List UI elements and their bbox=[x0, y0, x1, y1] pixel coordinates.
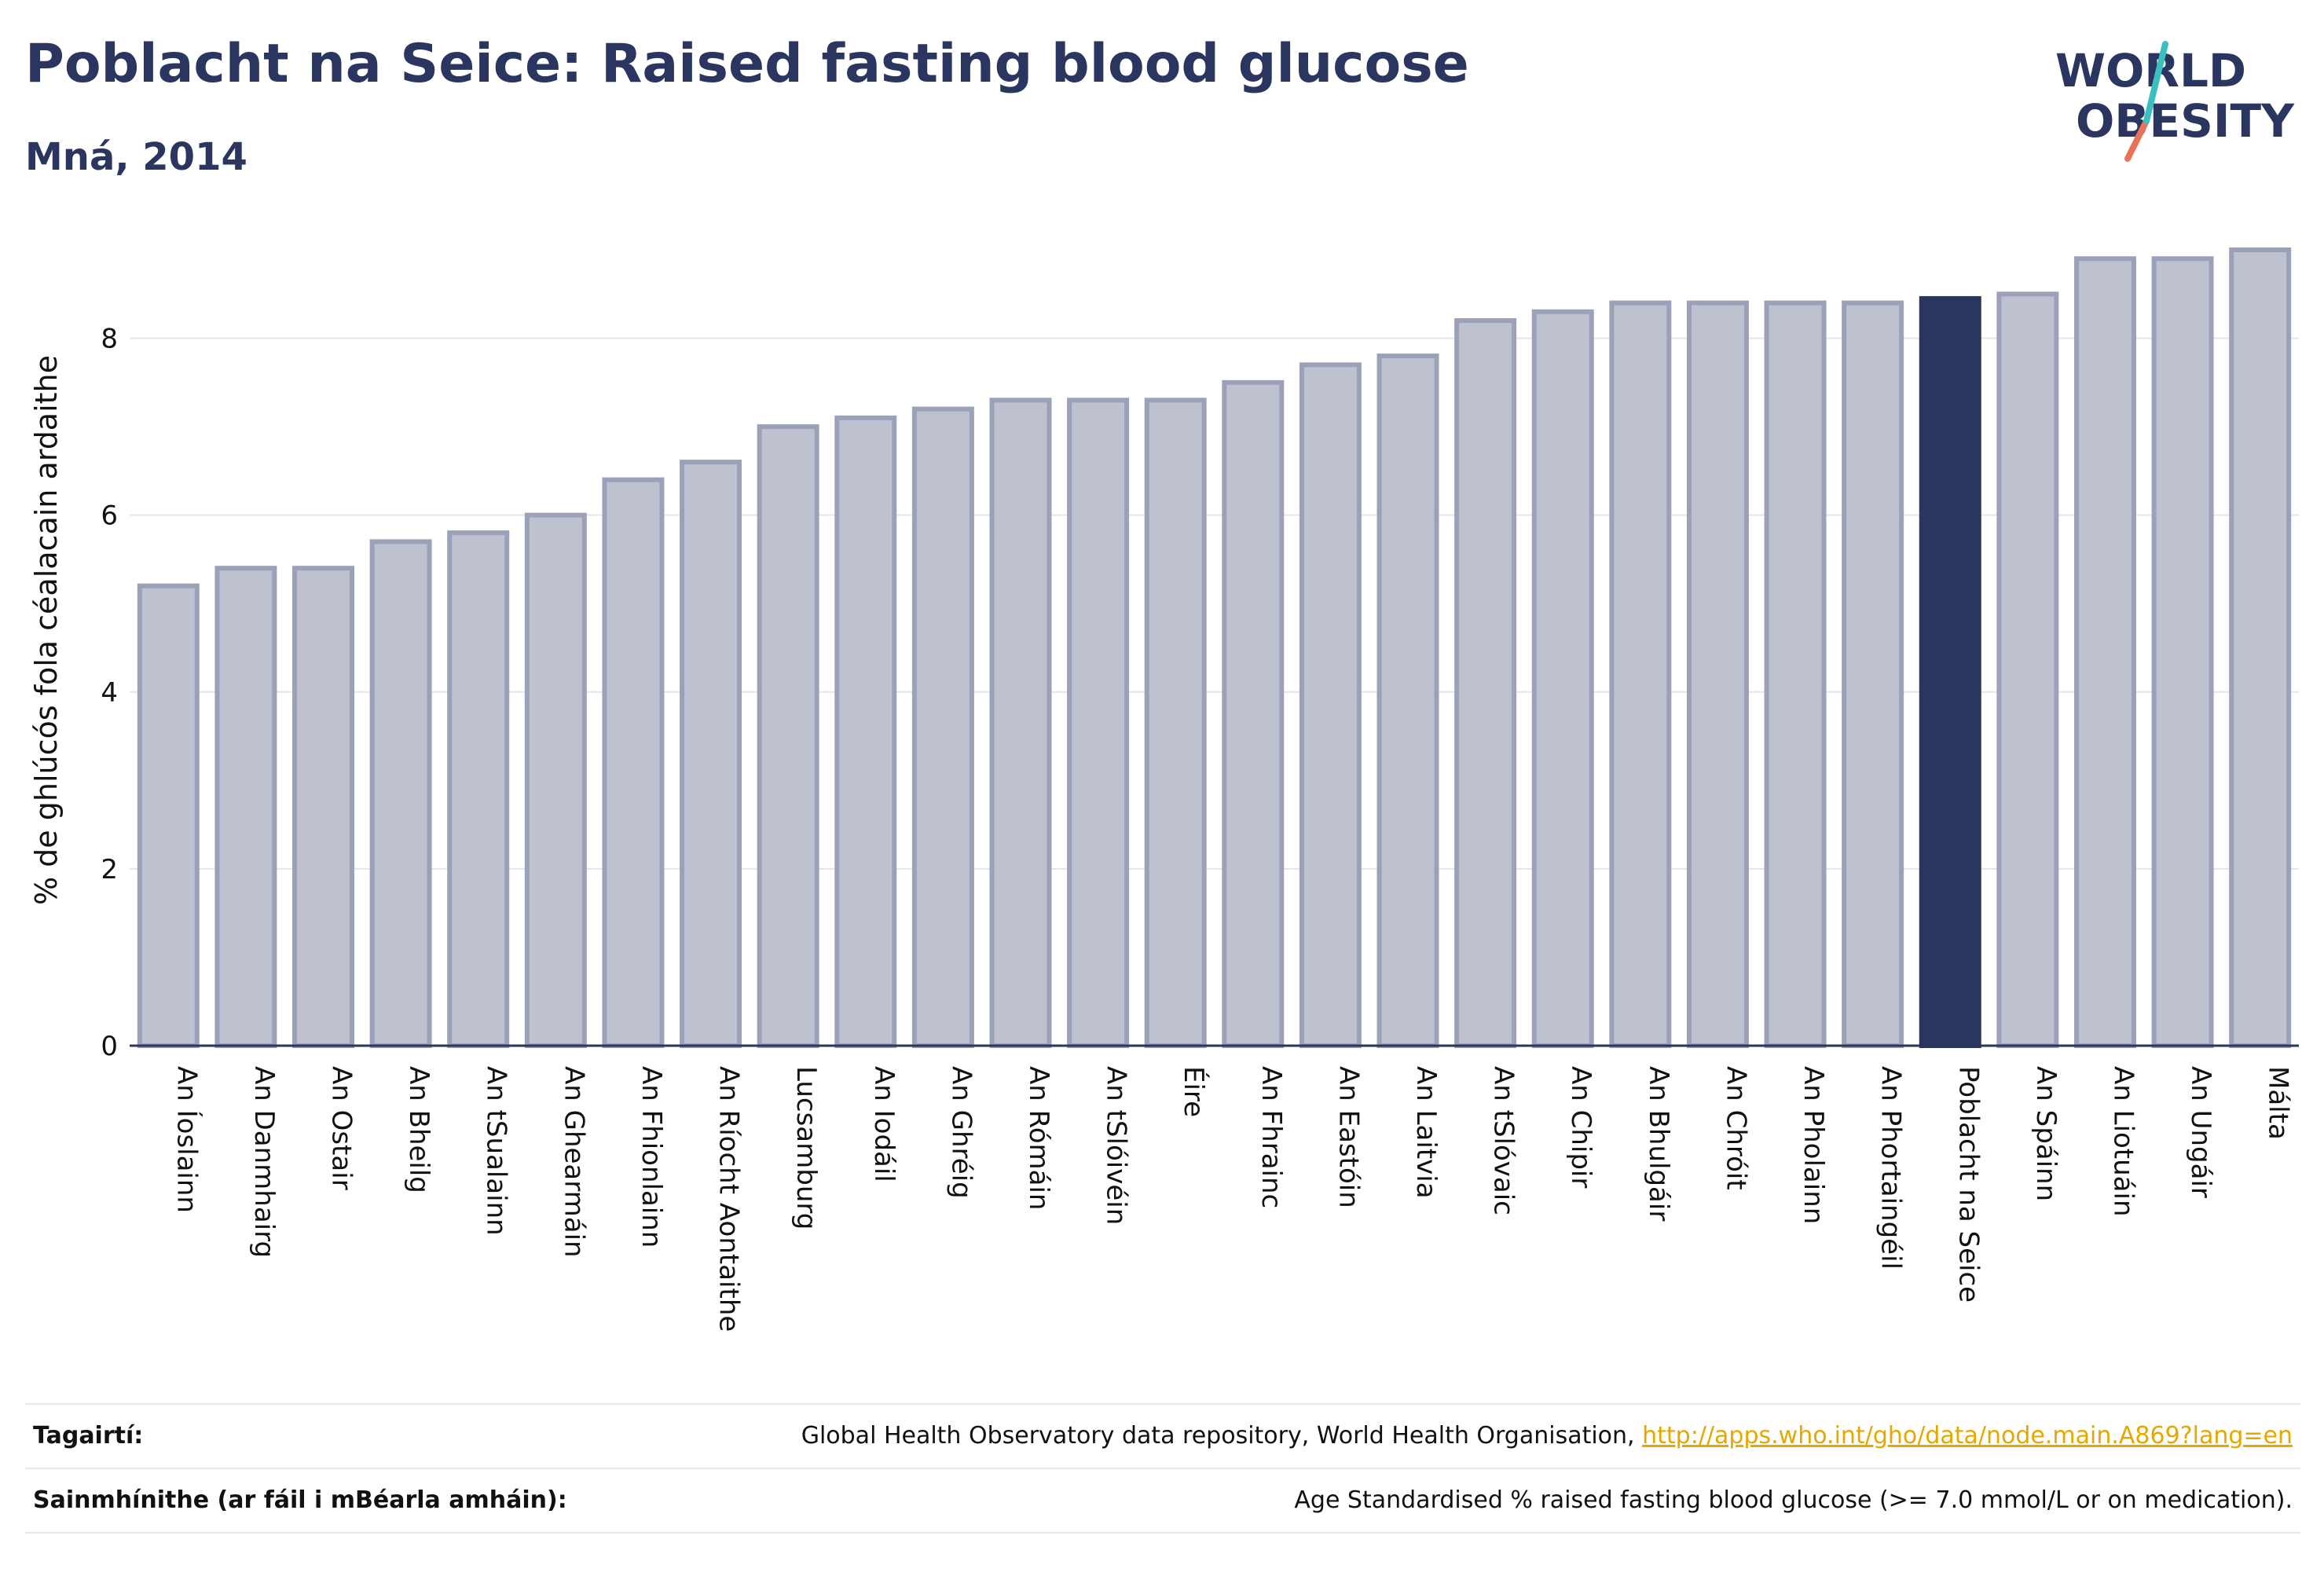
sources-label: Tagairtí: bbox=[33, 1422, 144, 1450]
bar bbox=[369, 539, 432, 1048]
x-tick-label: An Bhulgáir bbox=[1643, 1066, 1674, 1221]
bar bbox=[1764, 300, 1827, 1048]
x-tick-label: An Fhionlainn bbox=[636, 1066, 667, 1248]
x-tick-label: An Chipir bbox=[1565, 1066, 1596, 1188]
bar bbox=[447, 530, 510, 1048]
bar bbox=[1686, 300, 1749, 1048]
bar bbox=[214, 566, 277, 1048]
bar bbox=[524, 512, 587, 1048]
definitions-row: Sainmhínithe (ar fáil i mBéarla amháin):… bbox=[25, 1468, 2300, 1534]
bar-highlight bbox=[1919, 295, 1981, 1048]
x-tick-label: Lucsamburg bbox=[790, 1066, 822, 1230]
y-tick-label: 2 bbox=[101, 854, 118, 885]
sources-link[interactable]: http://apps.who.int/gho/data/node.main.A… bbox=[1642, 1422, 2293, 1450]
bar-chart: 0 2 4 6 8 An Íoslainn An Danmhairg An Ostair An … bbox=[29, 247, 2299, 1332]
x-tick-label: Éire bbox=[1178, 1066, 1210, 1117]
x-tick-label: An Ghearmáin bbox=[558, 1066, 589, 1258]
y-tick-label: 8 bbox=[101, 324, 118, 355]
x-tick-label: An Chróit bbox=[1720, 1066, 1751, 1190]
bar bbox=[1299, 362, 1362, 1049]
x-tick-label: An Eastóin bbox=[1332, 1066, 1364, 1208]
y-tick-label: 4 bbox=[101, 677, 118, 709]
bar bbox=[602, 477, 665, 1048]
bar bbox=[680, 460, 742, 1048]
definitions-text: Age Standardised % raised fasting blood … bbox=[1294, 1486, 2293, 1514]
y-axis-label: % de ghlúcós fola céalacain ardaithe bbox=[29, 355, 64, 905]
sources-value: Global Health Observatory data repositor… bbox=[801, 1422, 2293, 1450]
x-tick-label: Málta bbox=[2263, 1066, 2294, 1140]
bar bbox=[2229, 247, 2292, 1048]
x-tick-label: An Ghréig bbox=[945, 1066, 977, 1199]
bar bbox=[834, 415, 897, 1048]
bar bbox=[757, 424, 819, 1048]
x-tick-label: An Íoslainn bbox=[170, 1066, 203, 1213]
bar bbox=[1222, 379, 1285, 1049]
x-tick-label: An Rómáin bbox=[1023, 1066, 1054, 1210]
bar bbox=[1842, 300, 1904, 1048]
definitions-label: Sainmhínithe (ar fáil i mBéarla amháin): bbox=[33, 1486, 567, 1514]
bar bbox=[1454, 318, 1517, 1048]
x-tick-label: An Ungáir bbox=[2185, 1066, 2216, 1198]
x-tick-label: An tSlóvaic bbox=[1488, 1066, 1519, 1215]
x-tick-label: An Ostair bbox=[326, 1066, 357, 1190]
x-tick-label: An Iodáil bbox=[868, 1066, 900, 1182]
chart-subtitle: Mná, 2014 bbox=[25, 135, 247, 179]
x-tick-label: An Pholainn bbox=[1798, 1066, 1829, 1224]
logo-line1: WORLD bbox=[2055, 44, 2246, 97]
bar bbox=[989, 398, 1052, 1049]
x-tick-label: An Danmhairg bbox=[248, 1066, 280, 1258]
logo-line2: OBESITY bbox=[2076, 94, 2295, 148]
bars bbox=[137, 247, 2292, 1049]
bar bbox=[2073, 256, 2136, 1048]
x-tick-label: An tSualainn bbox=[481, 1066, 512, 1236]
x-tick-label: An Liotuáin bbox=[2107, 1066, 2139, 1217]
y-tick-label: 0 bbox=[101, 1031, 118, 1062]
bar bbox=[2151, 256, 2214, 1048]
bar bbox=[1609, 300, 1672, 1048]
x-tick-label: An Laitvia bbox=[1410, 1066, 1442, 1199]
bar bbox=[1531, 309, 1594, 1048]
bar bbox=[911, 406, 974, 1048]
x-tick-label: An Fhrainc bbox=[1255, 1066, 1287, 1208]
x-tick-label: Poblacht na Seice bbox=[1952, 1066, 1984, 1303]
bar bbox=[1067, 398, 1130, 1049]
x-tick-label: An Spáinn bbox=[2030, 1066, 2062, 1201]
bar bbox=[137, 583, 200, 1048]
sources-text: Global Health Observatory data repositor… bbox=[801, 1422, 1635, 1450]
x-tick-label: An Ríocht Aontaithe bbox=[713, 1066, 745, 1332]
bar bbox=[1144, 398, 1207, 1049]
world-obesity-logo: WORLD OBESITY bbox=[2051, 39, 2302, 173]
references-divider bbox=[25, 1532, 2300, 1534]
x-tick-label: An tSlóivéin bbox=[1101, 1066, 1132, 1225]
x-tick-label: An Bheilg bbox=[403, 1066, 434, 1193]
chart-title: Poblacht na Seice: Raised fasting blood … bbox=[25, 33, 1469, 95]
y-tick-label: 6 bbox=[101, 500, 118, 532]
sources-row: Tagairtí: Global Health Observatory data… bbox=[25, 1403, 2300, 1469]
bar bbox=[1376, 354, 1439, 1049]
x-tick-label: An Phortaingéil bbox=[1875, 1066, 1907, 1270]
bar bbox=[1996, 291, 2059, 1048]
axes: 0 2 4 6 8 An Íoslainn An Danmhairg An Ostair An … bbox=[101, 324, 2299, 1332]
bar bbox=[292, 566, 355, 1048]
